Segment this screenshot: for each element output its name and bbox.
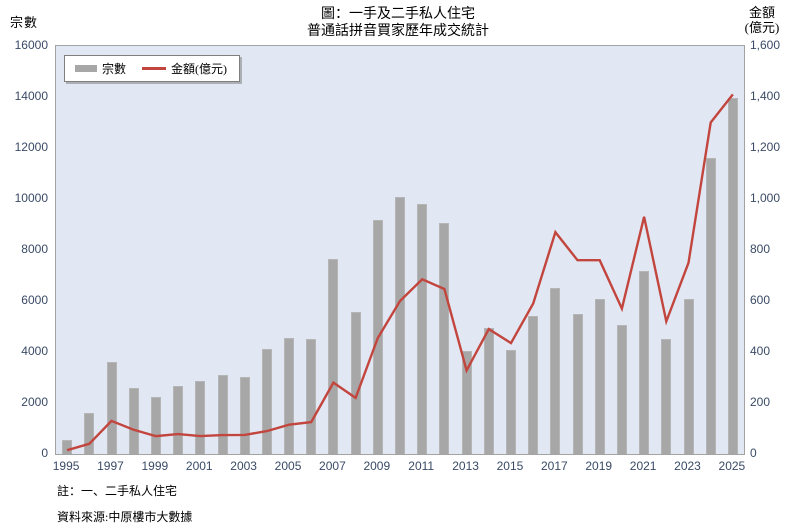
bar-1997: [106, 362, 117, 454]
bar-2000: [173, 386, 184, 454]
cases-bar-swatch: [75, 65, 97, 72]
left-axis-title: 宗數: [10, 15, 39, 30]
bar-2011: [417, 204, 428, 454]
right-tick-1,400: 1,400: [750, 89, 781, 103]
bar-1995: [62, 440, 73, 454]
plot-area: 宗數 金額(億元): [55, 45, 745, 455]
x-tick-2007: 2007: [319, 459, 346, 473]
bar-2025: [727, 98, 738, 454]
amount-line-swatch: [142, 67, 167, 70]
x-tick-2023: 2023: [674, 459, 701, 473]
right-tick-1,600: 1,600: [750, 38, 781, 52]
bars-layer: [56, 46, 744, 454]
bar-2013: [461, 351, 472, 454]
legend-amount-label: 金額(億元): [171, 62, 228, 76]
bar-2002: [217, 375, 228, 454]
bar-2004: [261, 349, 272, 454]
bar-2019: [594, 299, 605, 454]
left-tick-0: 0: [41, 446, 48, 460]
x-tick-2009: 2009: [363, 459, 391, 473]
amount-line-layer: [66, 93, 734, 452]
left-tick-4000: 4000: [21, 344, 48, 358]
chart-title-line2: 普通話拼音買家歷年成交統計: [307, 24, 489, 39]
left-tick-10000: 10000: [14, 191, 48, 205]
bar-2017: [550, 288, 561, 454]
chart-title-line1: 圖：一手及二手私人住宅: [321, 7, 475, 22]
legend-cases-label: 宗數: [102, 62, 127, 76]
right-axis-title: 金額 (億元): [734, 5, 790, 35]
left-tick-2000: 2000: [21, 395, 48, 409]
bar-2012: [439, 223, 450, 454]
bar-2010: [395, 197, 405, 454]
bar-2018: [572, 314, 583, 454]
source-note: 資料來源:中原樓市大數據: [57, 510, 193, 524]
left-tick-16000: 16000: [14, 38, 48, 52]
bar-2024: [705, 158, 716, 454]
x-tick-2015: 2015: [496, 459, 524, 473]
bar-2006: [306, 339, 317, 454]
bar-2015: [506, 350, 516, 454]
bar-1999: [150, 397, 161, 454]
bar-2005: [284, 338, 294, 454]
bar-2022: [661, 339, 672, 454]
right-axis-title-line2: (億元): [744, 20, 780, 35]
legend-item-cases: 宗數: [75, 60, 126, 77]
left-tick-8000: 8000: [21, 242, 48, 256]
x-tick-2025: 2025: [718, 459, 746, 473]
chart-title: 圖：一手及二手私人住宅 普通話拼音買家歷年成交統計: [0, 6, 796, 40]
right-tick-600: 600: [750, 293, 771, 307]
right-tick-1,000: 1,000: [750, 191, 781, 205]
bar-2007: [328, 259, 339, 454]
legend-item-amount: 金額(億元): [142, 60, 227, 77]
left-tick-12000: 12000: [14, 140, 48, 154]
x-tick-2019: 2019: [585, 459, 613, 473]
bar-2003: [239, 377, 250, 454]
bar-2020: [616, 325, 627, 454]
legend: 宗數 金額(億元): [64, 55, 241, 82]
bar-2023: [683, 299, 694, 454]
x-tick-2011: 2011: [408, 459, 435, 473]
x-tick-1999: 1999: [141, 459, 169, 473]
right-tick-1,200: 1,200: [750, 140, 781, 154]
x-tick-2013: 2013: [452, 459, 479, 473]
bar-2016: [528, 316, 539, 454]
x-tick-2005: 2005: [274, 459, 302, 473]
x-tick-1995: 1995: [52, 459, 80, 473]
footnote: 註：一、二手私人住宅: [57, 484, 178, 498]
bar-1996: [84, 413, 95, 454]
bar-1998: [128, 388, 139, 454]
x-tick-2003: 2003: [230, 459, 257, 473]
x-tick-2021: 2021: [629, 459, 657, 473]
x-tick-2017: 2017: [540, 459, 568, 473]
right-tick-800: 800: [750, 242, 771, 256]
right-tick-200: 200: [750, 395, 771, 409]
right-tick-0: 0: [750, 446, 757, 460]
amount-line: [66, 93, 734, 452]
left-tick-6000: 6000: [21, 293, 48, 307]
x-tick-2001: 2001: [185, 459, 213, 473]
right-axis-title-line1: 金額: [748, 5, 775, 20]
left-tick-14000: 14000: [14, 89, 48, 103]
x-tick-1997: 1997: [97, 459, 124, 473]
right-tick-400: 400: [750, 344, 771, 358]
bar-2001: [195, 381, 206, 454]
bar-2021: [639, 271, 650, 454]
